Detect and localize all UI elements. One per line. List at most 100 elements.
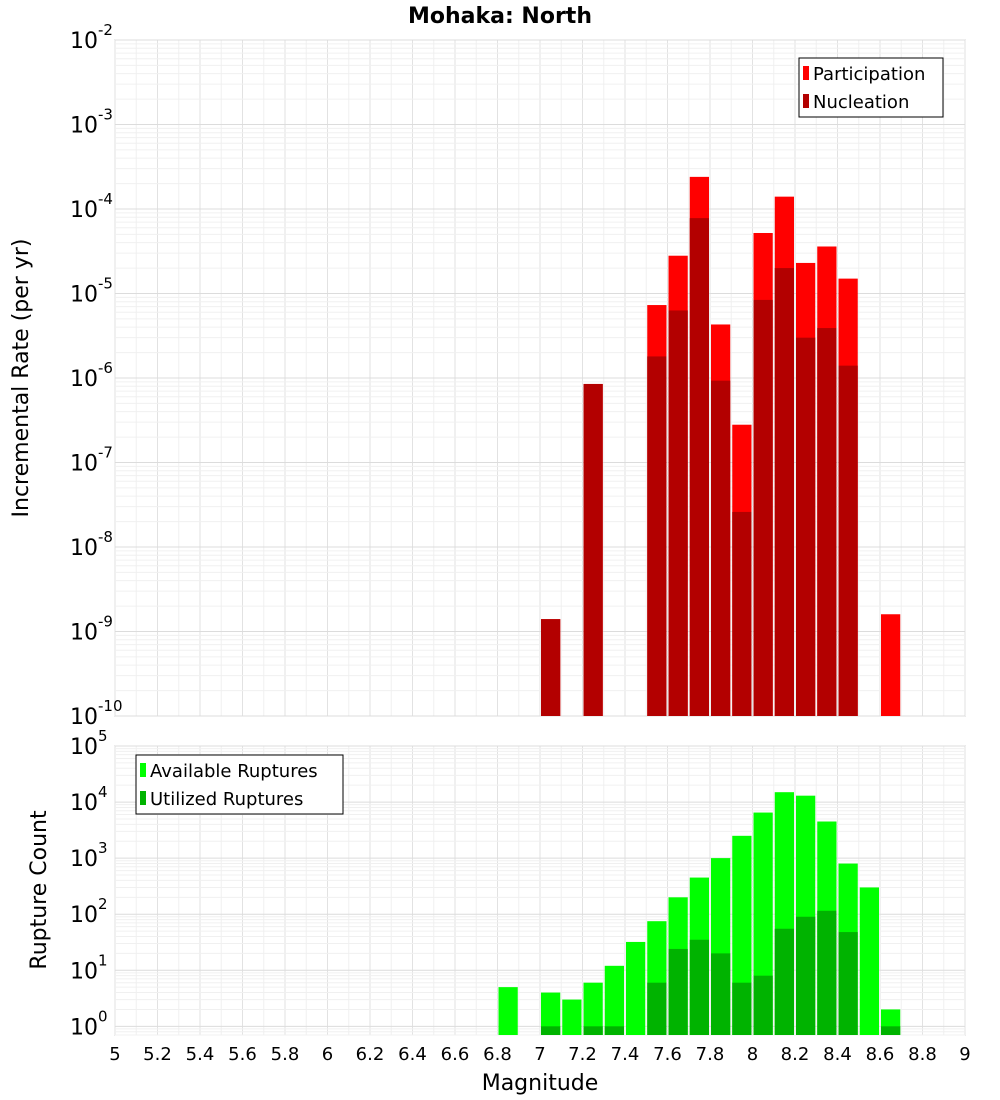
rupture-y-tick-exponent: 1 bbox=[98, 951, 108, 969]
rupture-y-axis-label: Rupture Count bbox=[27, 810, 52, 970]
rupture-y-tick-label: 10 bbox=[70, 903, 98, 928]
rate-y-tick-label: 10 bbox=[70, 114, 98, 139]
participation-legend-swatch bbox=[803, 66, 809, 80]
rupture-y-tick-label: 10 bbox=[70, 959, 98, 984]
rupture-y-tick-exponent: 3 bbox=[98, 839, 108, 857]
rupture-y-tick-exponent: 5 bbox=[98, 727, 108, 745]
magnitude-tick-label: 5.2 bbox=[143, 1044, 172, 1065]
rate-legend-box bbox=[798, 57, 944, 118]
rate-y-axis-label: Incremental Rate (per yr) bbox=[9, 239, 34, 518]
utilized-ruptures-legend-swatch bbox=[140, 791, 146, 805]
rate-bar-nucleation bbox=[796, 337, 816, 716]
magnitude-tick-label: 7.6 bbox=[653, 1044, 682, 1065]
rate-y-tick-label: 10 bbox=[70, 621, 98, 646]
magnitude-tick-label: 8.8 bbox=[908, 1044, 937, 1065]
rupture-legend-box bbox=[135, 754, 344, 815]
rupture-y-tick-label: 10 bbox=[70, 735, 98, 760]
rate-bar-nucleation bbox=[689, 218, 709, 716]
rupture-legend: Available Ruptures Utilized Ruptures bbox=[135, 754, 344, 815]
magnitude-tick-label: 7.2 bbox=[568, 1044, 597, 1065]
rupture-y-tick-label: 10 bbox=[70, 791, 98, 816]
rate-bar-nucleation bbox=[583, 383, 603, 716]
rupture-bar-available-ruptures bbox=[562, 999, 582, 1035]
nucleation-legend-swatch bbox=[803, 94, 809, 108]
magnitude-tick-label: 7.4 bbox=[611, 1044, 640, 1065]
rupture-y-tick-label: 10 bbox=[70, 847, 98, 872]
magnitude-tick-label: 6.2 bbox=[356, 1044, 385, 1065]
rate-legend: Participation Nucleation bbox=[798, 57, 944, 118]
rate-bar-nucleation bbox=[732, 511, 752, 716]
rate-bar-nucleation bbox=[838, 365, 858, 716]
magnitude-tick-label: 6.6 bbox=[441, 1044, 470, 1065]
rate-bar-nucleation bbox=[817, 328, 837, 716]
rupture-bar-utilized-ruptures bbox=[541, 1026, 561, 1035]
magnitude-tick-labels: 5 5.2 5.4 5.6 5.8 6 6.2 6.4 6.6 6.8 7 7.2 7.4 7.6 7.8 8… bbox=[109, 1044, 970, 1065]
rupture-bar-utilized-ruptures bbox=[817, 910, 837, 1035]
rupture-bar-utilized-ruptures bbox=[838, 932, 858, 1035]
rate-y-tick-label: 10 bbox=[70, 198, 98, 223]
rate-y-tick-exponent: -5 bbox=[98, 275, 113, 293]
rupture-bar-available-ruptures bbox=[498, 987, 518, 1035]
rupture-bar-available-ruptures bbox=[583, 982, 603, 1035]
rate-y-tick-label: 10 bbox=[70, 536, 98, 561]
rupture-bar-utilized-ruptures bbox=[774, 928, 794, 1035]
magnitude-tick-label: 5.8 bbox=[271, 1044, 300, 1065]
rupture-grid bbox=[114, 745, 966, 1036]
rate-bar-nucleation bbox=[753, 299, 773, 716]
magnitude-tick-label: 8.4 bbox=[823, 1044, 852, 1065]
rate-bars bbox=[541, 176, 901, 717]
magnitude-tick-label: 5.4 bbox=[186, 1044, 215, 1065]
rupture-bar-utilized-ruptures bbox=[647, 982, 667, 1035]
rate-y-tick-exponent: -10 bbox=[98, 697, 123, 715]
magnitude-tick-label: 9 bbox=[959, 1044, 970, 1065]
magnitude-tick-label: 6.4 bbox=[398, 1044, 427, 1065]
rupture-bar-available-ruptures bbox=[604, 965, 624, 1035]
rupture-bar-available-ruptures bbox=[626, 941, 646, 1035]
available-ruptures-legend-label: Available Ruptures bbox=[150, 761, 318, 782]
chart-title: Mohaka: North bbox=[408, 4, 592, 29]
rupture-y-tick-exponent: 2 bbox=[98, 895, 108, 913]
magnitude-tick-label: 8 bbox=[747, 1044, 758, 1065]
rate-y-tick-label: 10 bbox=[70, 367, 98, 392]
magnitude-axis-label: Magnitude bbox=[482, 1071, 599, 1096]
rate-bar-nucleation bbox=[647, 356, 667, 716]
participation-legend-label: Participation bbox=[813, 64, 925, 85]
rate-bar-nucleation bbox=[711, 380, 731, 716]
magnitude-tick-label: 6.8 bbox=[483, 1044, 512, 1065]
rupture-bar-utilized-ruptures bbox=[668, 948, 688, 1035]
magnitude-tick-label: 7 bbox=[534, 1044, 545, 1065]
rupture-bar-utilized-ruptures bbox=[753, 975, 773, 1035]
nucleation-legend-label: Nucleation bbox=[813, 92, 909, 113]
rupture-y-tick-exponent: 0 bbox=[98, 1007, 108, 1025]
rate-y-tick-label: 10 bbox=[70, 452, 98, 477]
rupture-bar-available-ruptures bbox=[541, 992, 561, 1035]
rupture-y-tick-exponent: 4 bbox=[98, 783, 108, 801]
utilized-ruptures-legend-label: Utilized Ruptures bbox=[150, 789, 303, 810]
magnitude-tick-label: 7.8 bbox=[696, 1044, 725, 1065]
rupture-bar-utilized-ruptures bbox=[711, 953, 731, 1035]
rate-y-tick-exponent: -2 bbox=[98, 21, 113, 39]
rate-grid bbox=[114, 39, 966, 717]
rate-y-tick-exponent: -3 bbox=[98, 106, 113, 124]
magnitude-tick-label: 8.6 bbox=[866, 1044, 895, 1065]
rate-y-tick-exponent: -7 bbox=[98, 444, 113, 462]
rate-y-tick-exponent: -4 bbox=[98, 190, 113, 208]
rupture-y-tick-label: 10 bbox=[70, 1015, 98, 1040]
rate-bar-participation bbox=[881, 614, 901, 716]
rupture-bar-utilized-ruptures bbox=[732, 982, 752, 1035]
rate-y-tick-label: 10 bbox=[70, 705, 98, 730]
rupture-bar-utilized-ruptures bbox=[583, 1026, 603, 1035]
rate-y-tick-exponent: -6 bbox=[98, 359, 113, 377]
magnitude-tick-label: 5 bbox=[109, 1044, 120, 1065]
rate-y-tick-label: 10 bbox=[70, 29, 98, 54]
rupture-bar-utilized-ruptures bbox=[604, 1026, 624, 1035]
rate-bar-nucleation bbox=[541, 619, 561, 716]
rate-y-tick-label: 10 bbox=[70, 283, 98, 308]
available-ruptures-legend-swatch bbox=[140, 763, 146, 777]
rupture-bar-available-ruptures bbox=[859, 887, 879, 1035]
rupture-bar-utilized-ruptures bbox=[689, 939, 709, 1035]
